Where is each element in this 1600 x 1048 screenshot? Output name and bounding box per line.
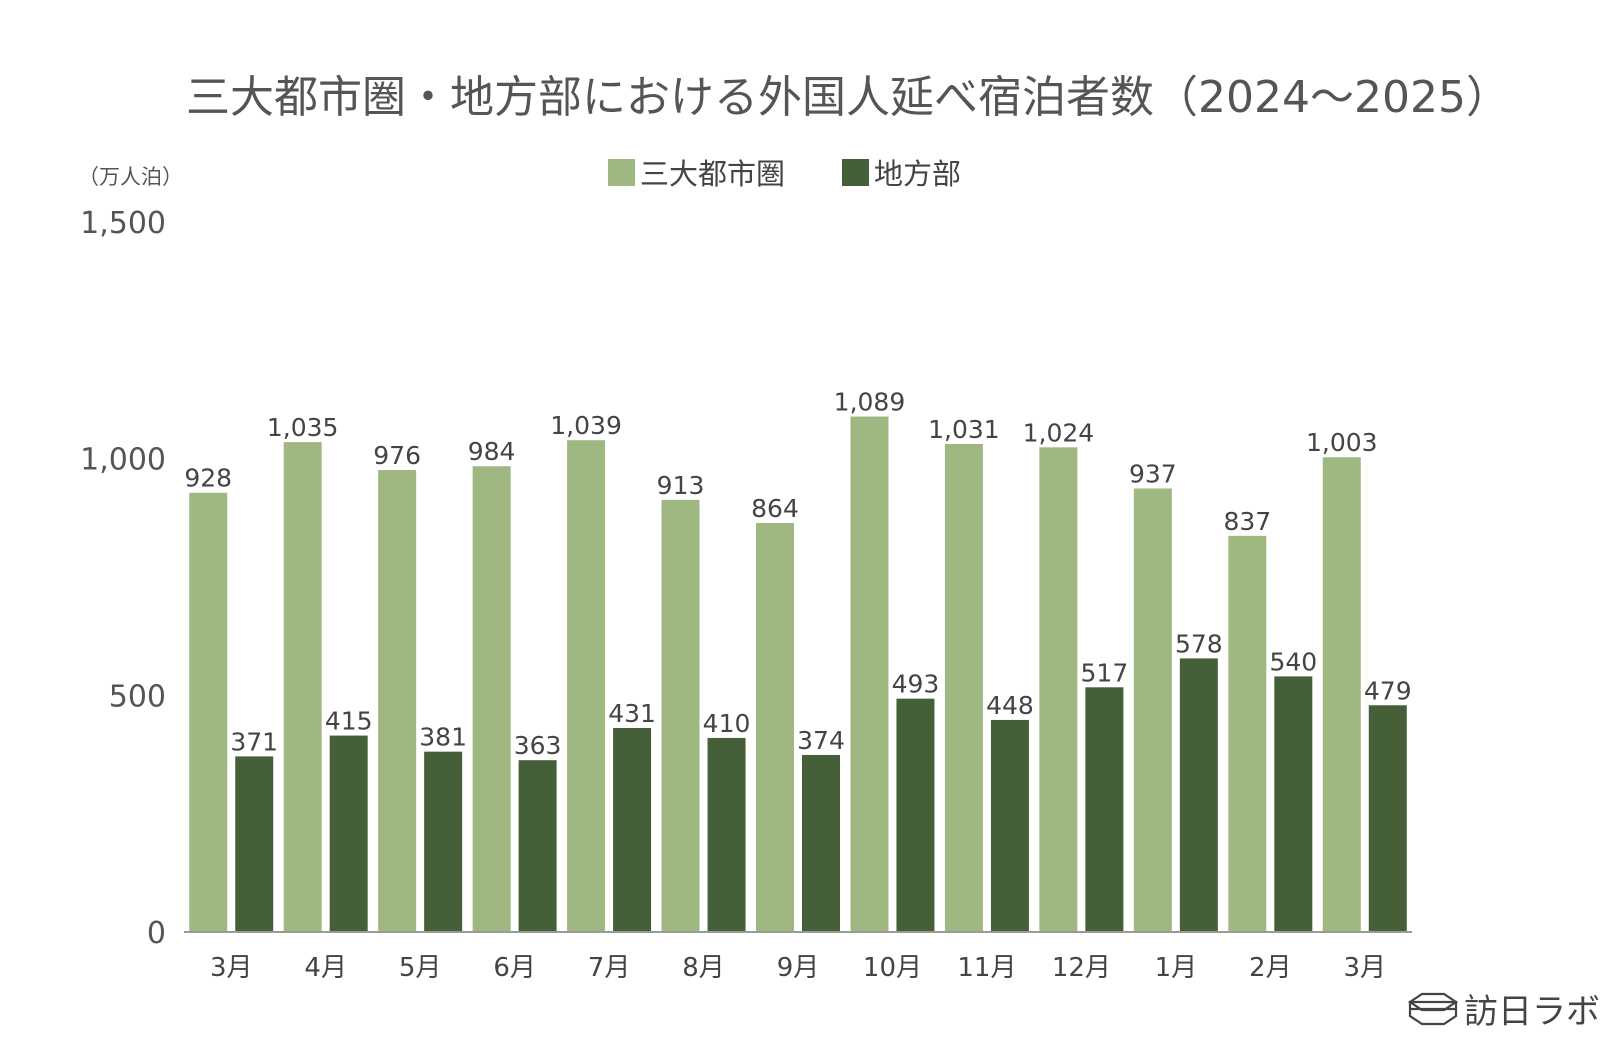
bar-regional <box>802 754 840 932</box>
bar-metro <box>1228 535 1267 932</box>
data-label-regional: 381 <box>419 723 467 752</box>
bar-metro <box>661 499 700 932</box>
legend-swatch-metro <box>608 159 635 186</box>
data-label-metro: 928 <box>184 464 232 493</box>
bars <box>189 416 1407 932</box>
legend-swatch-regional <box>842 159 869 186</box>
bar-regional <box>1179 658 1218 932</box>
bar-regional <box>1368 705 1407 932</box>
data-label-regional: 479 <box>1364 676 1412 705</box>
x-tick-label: 5月 <box>399 953 442 983</box>
data-label-regional: 374 <box>797 726 845 755</box>
bar-metro <box>1133 488 1172 932</box>
data-labels: 928 371 1,035 415 976 381 984 363 1,039 431 913 410… <box>184 388 1411 761</box>
data-label-metro: 864 <box>751 494 799 523</box>
data-label-metro: 1,031 <box>928 415 1000 444</box>
x-tick-label: 3月 <box>210 953 253 983</box>
data-label-metro: 1,024 <box>1023 418 1095 447</box>
x-tick-label: 9月 <box>777 953 820 983</box>
data-label-regional: 415 <box>325 707 373 736</box>
data-label-regional: 493 <box>892 670 940 699</box>
bar-regional <box>329 735 368 932</box>
bar-metro <box>756 523 794 932</box>
bar-metro <box>472 466 511 932</box>
x-tick-label: 3月 <box>1343 953 1386 983</box>
x-tick-label: 7月 <box>588 953 631 983</box>
y-tick-label: 500 <box>109 679 166 714</box>
x-tick-label: 11月 <box>957 953 1016 983</box>
bar-metro <box>944 443 983 932</box>
bar-metro <box>189 492 228 932</box>
x-tick-label: 2月 <box>1249 953 1292 983</box>
data-label-regional: 363 <box>514 731 562 760</box>
data-label-regional: 448 <box>986 691 1034 720</box>
bar-metro <box>567 440 606 932</box>
x-tick-label: 1月 <box>1155 953 1198 983</box>
x-tick-label: 6月 <box>493 953 536 983</box>
data-label-metro: 976 <box>373 441 421 470</box>
brand-logo: 訪日ラボ <box>1408 992 1600 1032</box>
x-tick-label: 8月 <box>682 953 725 983</box>
x-tick-label: 10月 <box>863 953 922 983</box>
x-tick-label: 4月 <box>304 953 347 983</box>
bar-metro <box>850 416 889 932</box>
cube-icon <box>1408 992 1458 1026</box>
data-label-metro: 837 <box>1223 507 1271 536</box>
bar-regional <box>990 719 1029 932</box>
data-label-regional: 431 <box>608 699 656 728</box>
bar-regional <box>1085 687 1124 932</box>
bar-regional <box>613 727 652 932</box>
data-label-regional: 578 <box>1175 629 1223 658</box>
y-tick-label: 1,500 <box>80 206 166 241</box>
bar-regional <box>235 756 274 932</box>
bar-regional <box>707 737 746 932</box>
x-tick-label: 12月 <box>1052 953 1111 983</box>
legend-label-metro: 三大都市圏 <box>640 157 785 191</box>
legend: 三大都市圏 地方部 <box>608 157 961 191</box>
bar-metro <box>1039 447 1078 932</box>
legend-label-regional: 地方部 <box>874 157 961 191</box>
y-tick-label: 1,000 <box>80 443 166 478</box>
data-label-regional: 540 <box>1269 647 1317 676</box>
data-label-metro: 913 <box>657 471 705 500</box>
data-label-metro: 937 <box>1129 459 1177 488</box>
y-unit-label: （万人泊） <box>78 165 183 189</box>
chart-title: 三大都市圏・地方部における外国人延べ宿泊者数（2024～2025） <box>186 72 1510 123</box>
bar-regional <box>896 698 935 932</box>
y-axis: 0 500 1,000 1,500 <box>80 206 166 951</box>
brand-name: 訪日ラボ <box>1464 992 1600 1032</box>
data-label-metro: 1,003 <box>1306 428 1378 457</box>
data-label-metro: 984 <box>468 437 516 466</box>
y-tick-label: 0 <box>147 916 166 951</box>
data-label-metro: 1,089 <box>834 388 906 417</box>
bar-metro <box>1322 457 1361 932</box>
bar-regional <box>518 760 557 932</box>
bar-regional <box>1274 676 1313 932</box>
data-label-metro: 1,035 <box>267 413 339 442</box>
data-label-regional: 517 <box>1081 658 1129 687</box>
bar-metro <box>378 470 417 932</box>
bar-metro <box>283 442 322 932</box>
data-label-metro: 1,039 <box>550 411 622 440</box>
x-axis: 3月 4月 5月 6月 7月 8月 9月 10月 11月 12月 1月 2月 3月 <box>184 931 1412 983</box>
data-label-regional: 371 <box>230 727 278 756</box>
bar-regional <box>424 751 463 932</box>
data-label-regional: 410 <box>703 709 751 738</box>
